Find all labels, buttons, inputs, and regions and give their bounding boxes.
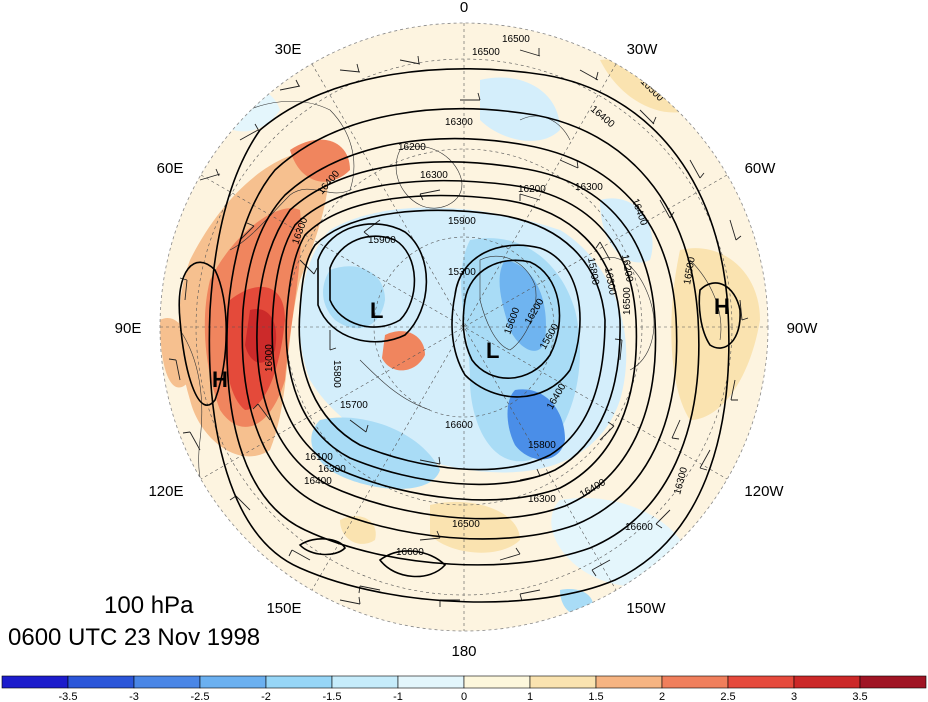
colorbar: -3.5 -3 -2.5 -2 -1.5 -1 0 1 1.5 2 2.5 3 3.5 bbox=[1, 675, 927, 702]
contour-label: 16600 bbox=[625, 522, 653, 533]
contour-label: 16300 bbox=[575, 182, 603, 193]
contour-label: 16300 bbox=[420, 170, 448, 181]
contour-label: 16100 bbox=[305, 452, 333, 463]
pressure-centers: L L H H bbox=[212, 294, 730, 392]
contour-label: 16500 bbox=[472, 47, 500, 58]
lon-label-0: 0 bbox=[460, 0, 468, 16]
low-center-label: L bbox=[370, 298, 383, 323]
lon-label-150e: 150E bbox=[266, 600, 301, 617]
colorbar-swatch bbox=[661, 675, 729, 689]
lon-label-180: 180 bbox=[451, 643, 476, 660]
colorbar-swatch bbox=[199, 675, 267, 689]
colorbar-swatch bbox=[265, 675, 333, 689]
contour-label: 16300 bbox=[528, 494, 556, 505]
height-contours bbox=[178, 68, 741, 603]
colorbar-swatch bbox=[529, 675, 597, 689]
contour-label: 15900 bbox=[368, 235, 396, 246]
contour-label: 16400 bbox=[304, 476, 332, 487]
lon-label-90e: 90E bbox=[115, 320, 142, 337]
longitude-labels: 0 30E 30W 60E 60W 90E 90W 120E 120W 150E… bbox=[115, 0, 819, 660]
colorbar-swatch bbox=[331, 675, 399, 689]
warm-anomaly-shading bbox=[160, 59, 760, 553]
contour-label: 16600 bbox=[396, 547, 424, 558]
lon-label-120w: 120W bbox=[744, 483, 784, 500]
colorbar-tick-label: -2.5 bbox=[191, 691, 210, 702]
high-center-label: H bbox=[212, 367, 228, 392]
contour-label: 16200 bbox=[619, 254, 635, 284]
contour-label: 16600 bbox=[445, 420, 473, 431]
colorbar-swatch bbox=[463, 675, 531, 689]
low-center-label: L bbox=[486, 338, 499, 363]
colorbar-swatch bbox=[133, 675, 201, 689]
contour-label: 16500 bbox=[622, 287, 633, 315]
lon-label-30e: 30E bbox=[275, 41, 302, 58]
colorbar-swatch bbox=[397, 675, 465, 689]
colorbar-swatch bbox=[595, 675, 663, 689]
valid-time-label: 0600 UTC 23 Nov 1998 bbox=[8, 624, 261, 651]
lon-label-120e: 120E bbox=[148, 483, 183, 500]
colorbar-tick-label: -1.5 bbox=[323, 691, 342, 702]
colorbar-tick-label: -2 bbox=[261, 691, 271, 702]
colorbar-swatch bbox=[1, 675, 69, 689]
colorbar-tick-label: 1 bbox=[527, 691, 533, 702]
lon-label-60e: 60E bbox=[157, 160, 184, 177]
contour-label: 16300 bbox=[602, 267, 618, 297]
high-center-label: H bbox=[714, 294, 730, 319]
colorbar-swatch bbox=[727, 675, 795, 689]
contour-label: 15900 bbox=[448, 216, 476, 227]
contour-label: 16200 bbox=[518, 184, 546, 195]
contour-label: 15700 bbox=[340, 400, 368, 411]
contour-label: 15800 bbox=[331, 360, 342, 388]
contour-label: 15300 bbox=[448, 267, 476, 278]
lon-label-60w: 60W bbox=[745, 160, 777, 177]
map-boundary bbox=[159, 22, 769, 632]
colorbar-tick-label: 1.5 bbox=[588, 691, 603, 702]
contour-label: 15800 bbox=[528, 440, 556, 451]
colorbar-tick-label: -3.5 bbox=[59, 691, 78, 702]
lon-label-150w: 150W bbox=[626, 600, 666, 617]
colorbar-swatch bbox=[859, 675, 927, 689]
contour-label: 16300 bbox=[318, 464, 346, 475]
colorbar-tick-label: 2 bbox=[659, 691, 665, 702]
colorbar-tick-label: 3 bbox=[791, 691, 797, 702]
contour-label: 16500 bbox=[502, 34, 530, 45]
contour-label: 16500 bbox=[682, 256, 698, 286]
colorbar-tick-label: -3 bbox=[129, 691, 139, 702]
contour-label: 15800 bbox=[585, 257, 601, 287]
colorbar-swatch bbox=[67, 675, 135, 689]
contour-label: 16600 bbox=[150, 312, 161, 340]
colorbar-tick-label: 3.5 bbox=[852, 691, 867, 702]
colorbar-tick-label: 0 bbox=[461, 691, 467, 702]
colorbar-tick-label: 2.5 bbox=[720, 691, 735, 702]
contour-label: 16500 bbox=[452, 519, 480, 530]
lon-label-90w: 90W bbox=[787, 320, 819, 337]
colorbar-swatch bbox=[793, 675, 861, 689]
colorbar-tick-label: -1 bbox=[393, 691, 403, 702]
contour-label: 16000 bbox=[264, 344, 275, 372]
contour-label: 16200 bbox=[398, 142, 426, 153]
polar-map: 16500 16500 16500 16400 16300 16200 1640… bbox=[115, 0, 819, 660]
lon-label-30w: 30W bbox=[627, 41, 659, 58]
level-label: 100 hPa bbox=[104, 592, 194, 619]
contour-label: 16300 bbox=[445, 117, 473, 128]
